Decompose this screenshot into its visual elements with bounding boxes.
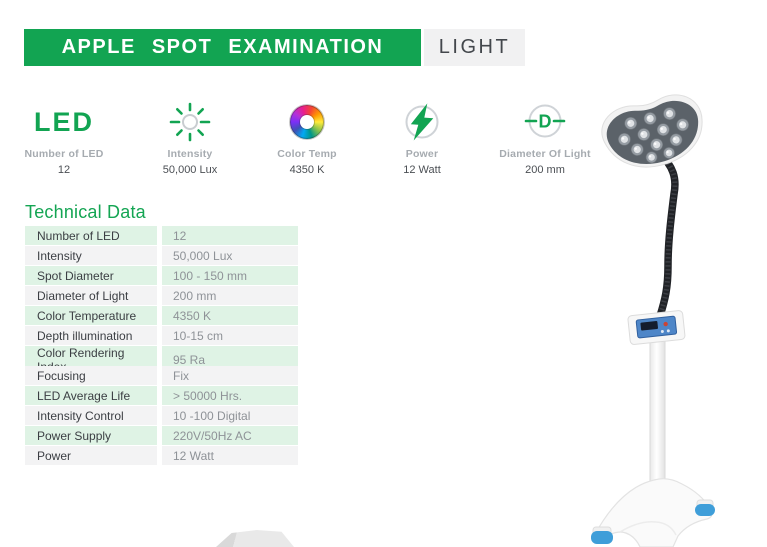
svg-text:D: D [539,112,552,132]
technical-data-heading: Technical Data [25,202,146,222]
table-row: LED Average Life > 50000 Hrs. [25,386,298,405]
table-row: Color Rendering Index95 Ra [25,346,298,374]
table-row: Number of LED 12 [25,226,298,245]
row-label: Intensity Control [25,406,157,425]
control-box [627,310,686,345]
table-row: Focusing Fix [25,366,298,385]
feature-label: Color Temp [277,148,337,160]
table-row: Depth illumination 10-15 cm [25,326,298,345]
row-value: 4350 K [162,306,298,325]
table-row: Power 12 Watt [25,446,298,465]
intensity-sun-icon [169,102,211,142]
row-value: > 50000 Hrs. [162,386,298,405]
row-label: Depth illumination [25,326,157,345]
cutoff-background-object [216,530,294,547]
feature-label: Diameter Of Light [499,148,591,160]
feature-label: Number of LED [24,148,104,160]
table-row: Color Temperature 4350 K [25,306,298,325]
row-value: 12 [162,226,298,245]
row-value: 50,000 Lux [162,246,298,265]
caster-wheel-left [591,531,613,544]
feature-value: 200 mm [525,164,565,176]
caster-wheel-right [695,504,715,516]
color-wheel-icon [290,105,324,139]
row-label: Focusing [25,366,157,385]
feature-value: 50,000 Lux [162,164,218,176]
feature-value: 4350 K [289,164,325,176]
row-value: 10-15 cm [162,326,298,345]
feature-label: Intensity [167,148,213,160]
power-bolt-icon [405,103,439,141]
feature-intensity: Intensity 50,000 Lux [128,101,252,176]
row-label: Power [25,446,157,465]
row-value: 12 Watt [162,446,298,465]
lamp-head [601,94,703,168]
feature-diameter-of-light: D Diameter Of Light 200 mm [483,101,607,176]
row-label: Spot Diameter [25,266,157,285]
feature-value: 12 Watt [403,164,441,176]
led-bulbs [618,107,689,164]
feature-number-of-led: LED Number of LED 12 [2,101,126,176]
table-row: Power Supply 220V/50Hz AC [25,426,298,445]
table-row: Spot Diameter 100 - 150 mm [25,266,298,285]
row-label: Diameter of Light [25,286,157,305]
feature-value: 12 [57,164,71,176]
table-row: Intensity Control 10 -100 Digital [25,406,298,425]
row-label: Intensity [25,246,157,265]
diameter-icon: D [524,104,566,138]
feature-label: Power [405,148,439,160]
row-value: 10 -100 Digital [162,406,298,425]
row-value: 220V/50Hz AC [162,426,298,445]
row-value: 100 - 150 mm [162,266,298,285]
table-row: Intensity 50,000 Lux [25,246,298,265]
stand-pole [649,337,666,485]
row-label: Power Supply [25,426,157,445]
led-icon: LED [34,106,94,137]
stand-base [591,478,715,547]
page-subtitle: LIGHT [424,29,525,66]
row-value: 200 mm [162,286,298,305]
technical-data-table: Number of LED 12 Intensity 50,000 Lux Spot… [25,226,298,466]
row-label: Color Temperature [25,306,157,325]
header: APPLE SPOT EXAMINATION LIGHT [24,29,525,66]
row-label: Number of LED [25,226,157,245]
feature-power: Power 12 Watt [360,101,484,176]
row-value: Fix [162,366,298,385]
feature-color-temp: Color Temp 4350 K [245,101,369,176]
page-title: APPLE SPOT EXAMINATION [24,29,421,66]
table-row: Diameter of Light 200 mm [25,286,298,305]
examination-lamp-image [591,94,715,547]
row-label: LED Average Life [25,386,157,405]
